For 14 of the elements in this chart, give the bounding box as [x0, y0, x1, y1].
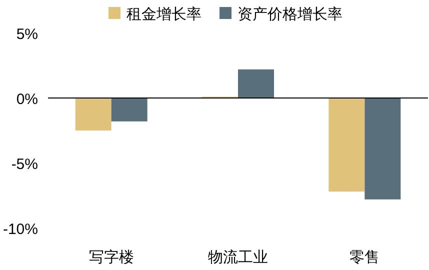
x-tick-label: 写字楼 [88, 249, 134, 266]
y-tick-label: -5% [11, 156, 38, 173]
y-tick-label: 0% [16, 91, 38, 108]
bar [111, 98, 148, 122]
x-tick-label: 物流工业 [208, 249, 268, 266]
bar [364, 98, 401, 200]
legend-label: 资产价格增长率 [238, 6, 342, 23]
bar [328, 98, 365, 192]
bar [238, 69, 274, 98]
y-tick-label: 5% [16, 26, 38, 43]
legend-label: 租金增长率 [126, 6, 202, 23]
x-tick-label: 零售 [350, 249, 380, 266]
y-tick-label: -10% [2, 221, 38, 238]
bar [75, 98, 112, 130]
